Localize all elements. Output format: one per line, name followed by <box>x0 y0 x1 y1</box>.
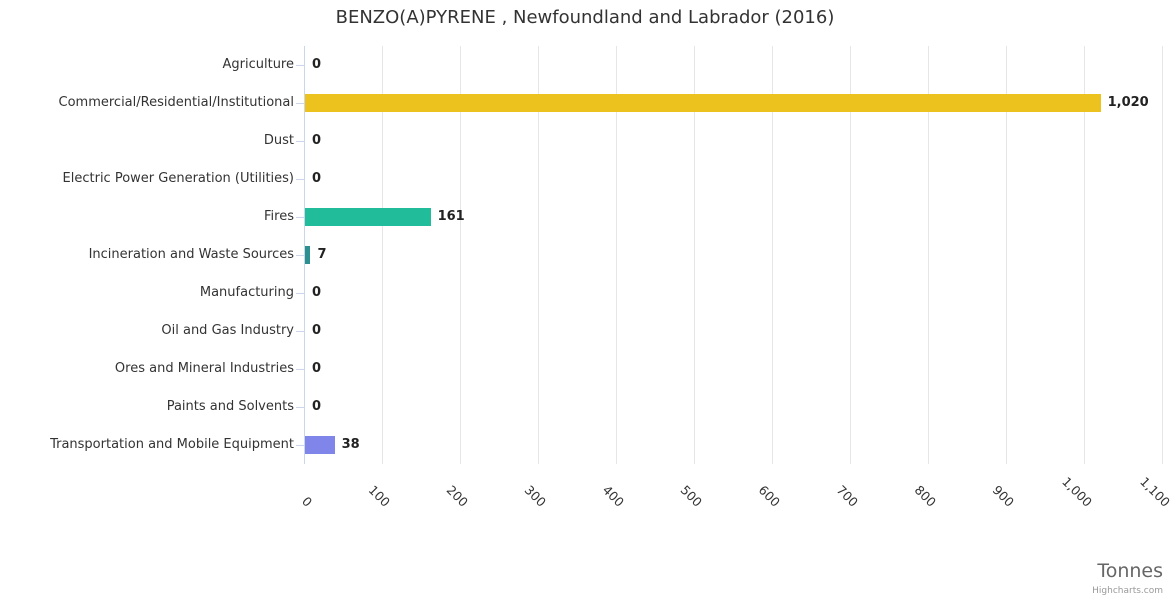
x-axis-title: Tonnes <box>1097 560 1163 582</box>
data-label: 0 <box>312 323 322 338</box>
data-label: 0 <box>312 133 322 148</box>
x-axis-tick-label: 600 <box>755 482 784 510</box>
category-tick <box>296 444 304 446</box>
category-label: Ores and Mineral Industries <box>114 361 294 376</box>
x-axis-tick-label: 500 <box>677 482 706 510</box>
x-axis-tick-label: 800 <box>911 482 940 510</box>
data-label: 7 <box>317 247 327 262</box>
data-label: 0 <box>312 361 322 376</box>
category-tick <box>296 292 304 294</box>
x-axis-tick-label: 200 <box>443 482 472 510</box>
x-axis-tick-label: 300 <box>521 482 550 510</box>
category-axis-line <box>304 46 305 464</box>
category-tick <box>296 216 304 218</box>
bar[interactable] <box>305 208 431 226</box>
grid-line <box>538 46 539 464</box>
category-tick <box>296 140 304 142</box>
x-axis-tick-label: 400 <box>599 482 628 510</box>
category-label: Paints and Solvents <box>166 399 294 414</box>
category-tick <box>296 64 304 66</box>
grid-line <box>1162 46 1163 464</box>
bar[interactable] <box>305 246 311 264</box>
category-tick <box>296 178 304 180</box>
category-label: Incineration and Waste Sources <box>88 247 294 262</box>
data-label: 38 <box>341 437 360 452</box>
category-label: Transportation and Mobile Equipment <box>50 437 294 452</box>
grid-line <box>694 46 695 464</box>
category-label: Fires <box>264 209 294 224</box>
category-tick <box>296 254 304 256</box>
category-label: Agriculture <box>222 57 295 72</box>
category-tick <box>296 368 304 370</box>
data-label: 0 <box>312 399 322 414</box>
data-label: 0 <box>312 57 322 72</box>
x-axis-tick-label: 1,100 <box>1137 473 1170 510</box>
category-label: Electric Power Generation (Utilities) <box>62 171 294 186</box>
x-axis-tick-label: 900 <box>989 482 1018 510</box>
grid-line <box>1006 46 1007 464</box>
grid-line <box>1084 46 1085 464</box>
grid-line <box>460 46 461 464</box>
x-axis-tick-label: 0 <box>299 493 316 510</box>
category-label: Manufacturing <box>199 285 294 300</box>
highcharts-credits-link[interactable]: Highcharts.com <box>1092 586 1163 596</box>
category-label: Commercial/Residential/Institutional <box>58 95 295 110</box>
x-axis-tick-label: 100 <box>365 482 394 510</box>
x-axis-tick-label: 700 <box>833 482 862 510</box>
x-axis-tick-label: 1,000 <box>1059 473 1096 510</box>
grid-line <box>616 46 617 464</box>
category-tick <box>296 406 304 408</box>
category-tick <box>296 102 304 104</box>
bar[interactable] <box>305 436 335 454</box>
category-label: Oil and Gas Industry <box>161 323 294 338</box>
grid-line <box>850 46 851 464</box>
grid-line <box>772 46 773 464</box>
data-label: 161 <box>437 209 465 224</box>
data-label: 0 <box>312 171 322 186</box>
grid-line <box>928 46 929 464</box>
bar[interactable] <box>305 94 1101 112</box>
data-label: 0 <box>312 285 322 300</box>
category-tick <box>296 330 304 332</box>
grid-line <box>382 46 383 464</box>
data-label: 1,020 <box>1107 95 1149 110</box>
category-label: Dust <box>263 133 294 148</box>
chart-title: BENZO(A)PYRENE , Newfoundland and Labrad… <box>335 7 835 28</box>
